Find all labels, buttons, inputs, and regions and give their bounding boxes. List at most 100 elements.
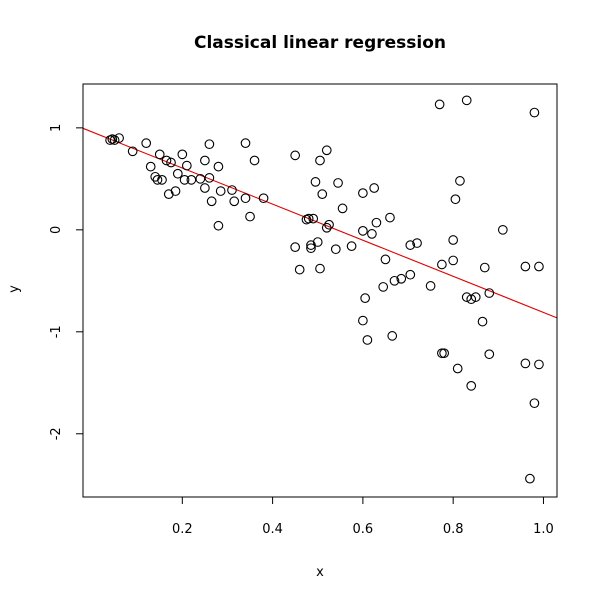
data-point	[529, 107, 540, 118]
data-point	[405, 269, 416, 280]
data-point	[206, 196, 217, 207]
data-point	[529, 398, 540, 409]
data-point	[310, 177, 321, 187]
data-point	[484, 288, 495, 298]
data-point	[308, 213, 319, 224]
data-point	[200, 183, 210, 193]
data-point	[204, 139, 215, 150]
data-point	[387, 331, 398, 341]
data-point	[437, 259, 447, 270]
x-tick-label: 0.2	[172, 522, 193, 537]
data-point	[290, 150, 301, 161]
data-point	[127, 146, 138, 157]
data-point	[425, 281, 436, 291]
data-point	[315, 155, 325, 166]
data-point	[179, 175, 190, 185]
data-point	[466, 294, 477, 305]
chart-title: Classical linear regression	[194, 33, 446, 53]
data-point	[290, 242, 301, 253]
y-axis: -2 -1 0 1	[49, 124, 83, 440]
y-tick-label: 0	[49, 226, 64, 234]
data-point	[150, 171, 161, 182]
data-point	[362, 335, 373, 345]
data-point	[437, 348, 447, 359]
data-point	[448, 235, 459, 245]
y-axis-label: y	[7, 285, 22, 293]
data-point	[163, 189, 174, 199]
data-point	[204, 172, 215, 183]
data-point	[466, 380, 477, 391]
data-point	[312, 237, 323, 247]
data-point	[114, 133, 124, 143]
data-point	[378, 282, 389, 292]
data-point	[367, 229, 377, 239]
data-point	[200, 155, 210, 166]
data-point	[525, 473, 535, 484]
x-axis: 0.2 0.4 0.6 0.8 1.0	[172, 497, 554, 537]
data-point	[170, 186, 181, 196]
data-point	[396, 273, 407, 284]
x-axis-label: x	[316, 565, 324, 580]
x-tick-label: 0.6	[353, 522, 374, 537]
data-point	[405, 240, 416, 250]
x-tick-label: 1.0	[533, 522, 554, 537]
data-point	[324, 219, 334, 230]
data-point	[213, 161, 224, 172]
data-point	[177, 149, 188, 160]
data-point	[358, 225, 368, 236]
data-point	[412, 238, 422, 248]
data-points	[105, 95, 544, 484]
data-point	[484, 349, 495, 360]
data-point	[229, 196, 240, 207]
data-point	[479, 262, 490, 273]
data-point	[315, 263, 325, 274]
data-point	[358, 188, 368, 198]
data-point	[461, 95, 472, 106]
y-tick-label: 1	[49, 124, 64, 132]
data-point	[157, 175, 167, 185]
data-point	[389, 275, 400, 286]
data-point	[181, 160, 192, 171]
data-point	[330, 244, 341, 255]
data-point	[213, 220, 224, 231]
data-point	[380, 254, 391, 265]
data-point	[249, 155, 260, 166]
data-point	[321, 222, 332, 233]
data-point	[303, 213, 314, 224]
data-point	[448, 255, 459, 266]
data-point	[109, 135, 120, 145]
data-point	[520, 261, 531, 272]
data-point	[245, 211, 255, 222]
data-point	[294, 264, 305, 275]
plot-frame	[82, 83, 558, 498]
data-point	[385, 212, 395, 223]
data-point	[306, 240, 316, 250]
data-point	[141, 138, 152, 148]
data-point	[317, 189, 328, 199]
data-point	[434, 99, 445, 110]
data-point	[452, 363, 463, 374]
data-point	[258, 193, 269, 204]
data-point	[333, 178, 343, 188]
data-point	[371, 217, 382, 228]
x-tick-label: 0.4	[262, 522, 283, 537]
data-point	[152, 175, 163, 185]
data-point	[145, 161, 156, 172]
data-point	[227, 185, 237, 195]
x-tick-label: 0.8	[443, 522, 464, 537]
data-point	[161, 155, 172, 166]
data-point	[306, 243, 316, 254]
data-point	[360, 293, 370, 303]
data-point	[470, 292, 481, 302]
data-point	[497, 224, 508, 235]
data-point	[154, 149, 165, 160]
data-point	[346, 241, 357, 251]
data-point	[534, 359, 544, 370]
data-point	[166, 157, 176, 168]
data-point	[477, 316, 488, 327]
data-point	[358, 315, 368, 326]
data-point	[240, 138, 251, 148]
data-point	[369, 183, 380, 193]
data-point	[450, 194, 461, 205]
data-point	[520, 358, 531, 369]
